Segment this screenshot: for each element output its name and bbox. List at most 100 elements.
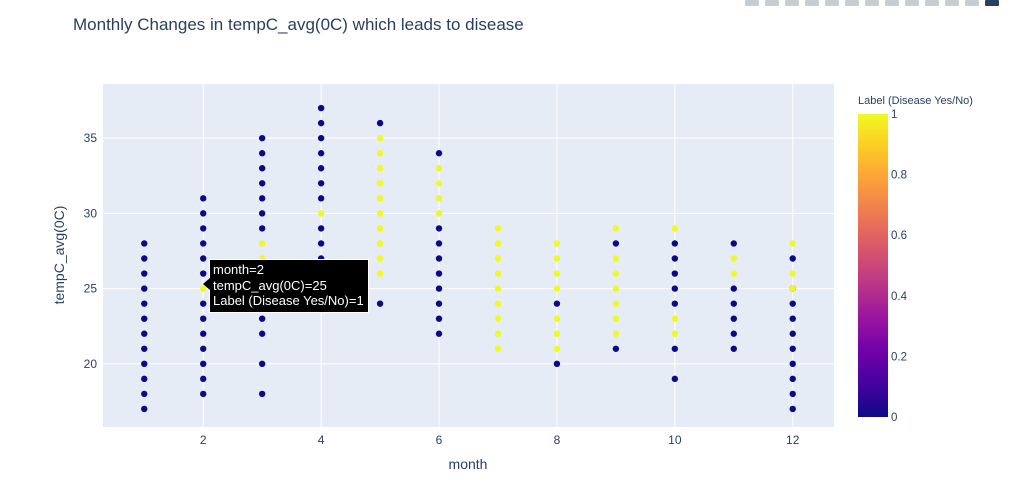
data-point-label-1[interactable]: [376, 210, 384, 217]
data-point-label-0[interactable]: [200, 330, 207, 337]
data-point-label-0[interactable]: [435, 300, 443, 307]
data-point-label-0[interactable]: [200, 195, 207, 202]
data-point-label-1[interactable]: [494, 225, 502, 232]
data-point-label-0[interactable]: [789, 345, 796, 352]
data-point-label-0[interactable]: [435, 240, 443, 247]
data-point-label-0[interactable]: [258, 150, 266, 157]
data-point-label-0[interactable]: [317, 225, 325, 232]
data-point-label-1[interactable]: [671, 330, 679, 337]
data-point-label-0[interactable]: [258, 180, 266, 187]
data-point-label-1[interactable]: [376, 240, 384, 247]
data-point-label-1[interactable]: [612, 270, 620, 277]
data-point-label-0[interactable]: [317, 134, 325, 142]
data-point-label-0[interactable]: [258, 210, 266, 217]
data-point-label-1[interactable]: [435, 210, 443, 217]
data-point-label-1[interactable]: [376, 255, 384, 262]
data-point-label-1[interactable]: [612, 285, 620, 292]
zoom-out-icon[interactable]: [865, 0, 879, 6]
data-point-label-1[interactable]: [376, 150, 384, 157]
select-icon[interactable]: [805, 0, 819, 6]
data-point-label-0[interactable]: [141, 390, 148, 398]
data-point-label-1[interactable]: [376, 134, 384, 142]
data-point-label-0[interactable]: [141, 405, 148, 413]
data-point-label-0[interactable]: [258, 225, 266, 232]
data-point-label-0[interactable]: [200, 255, 207, 262]
data-point-label-0[interactable]: [200, 210, 207, 217]
data-point-label-1[interactable]: [376, 270, 384, 277]
data-point-label-0[interactable]: [789, 300, 796, 307]
data-point-label-1[interactable]: [612, 315, 620, 322]
data-point-label-0[interactable]: [671, 255, 679, 262]
data-point-label-0[interactable]: [553, 360, 561, 368]
data-point-label-1[interactable]: [553, 330, 561, 337]
data-point-label-1[interactable]: [612, 225, 620, 232]
data-point-label-0[interactable]: [730, 330, 737, 337]
data-point-label-0[interactable]: [435, 150, 443, 157]
data-point-label-1[interactable]: [494, 330, 502, 337]
data-point-label-0[interactable]: [435, 270, 443, 277]
data-point-label-1[interactable]: [553, 315, 561, 322]
data-point-label-1[interactable]: [789, 285, 796, 292]
data-point-label-0[interactable]: [200, 390, 207, 398]
data-point-label-0[interactable]: [671, 285, 679, 292]
data-point-label-0[interactable]: [671, 300, 679, 307]
data-point-label-0[interactable]: [258, 390, 266, 398]
data-point-label-1[interactable]: [494, 315, 502, 322]
data-point-label-0[interactable]: [435, 315, 443, 322]
data-point-label-0[interactable]: [141, 330, 148, 337]
spike-icon[interactable]: [925, 0, 939, 6]
data-point-label-1[interactable]: [376, 225, 384, 232]
data-point-label-0[interactable]: [789, 330, 796, 337]
pan-icon[interactable]: [785, 0, 799, 6]
data-point-label-0[interactable]: [200, 270, 207, 277]
zoom-in-icon[interactable]: [845, 0, 859, 6]
data-point-label-0[interactable]: [730, 345, 737, 352]
camera-icon[interactable]: [745, 0, 759, 6]
data-point-label-0[interactable]: [553, 300, 561, 307]
data-point-label-0[interactable]: [435, 255, 443, 262]
plotly-logo-icon[interactable]: [985, 0, 999, 6]
data-point-label-0[interactable]: [258, 195, 266, 202]
data-point-label-1[interactable]: [494, 345, 502, 352]
data-point-label-1[interactable]: [789, 270, 796, 277]
data-point-label-1[interactable]: [258, 240, 266, 247]
data-point-label-1[interactable]: [494, 270, 502, 277]
autoscale-icon[interactable]: [885, 0, 899, 6]
data-point-label-0[interactable]: [258, 165, 266, 172]
data-point-label-0[interactable]: [258, 315, 266, 322]
colorbar[interactable]: [858, 114, 888, 417]
data-point-label-0[interactable]: [141, 285, 148, 292]
data-point-label-0[interactable]: [376, 119, 384, 127]
data-point-label-0[interactable]: [141, 255, 148, 262]
data-point-label-0[interactable]: [317, 150, 325, 157]
data-point-label-0[interactable]: [730, 240, 737, 247]
data-point-label-0[interactable]: [317, 104, 325, 112]
hover-closest-icon[interactable]: [945, 0, 959, 6]
data-point-label-0[interactable]: [730, 285, 737, 292]
data-point-label-1[interactable]: [671, 225, 679, 232]
data-point-label-1[interactable]: [435, 165, 443, 172]
data-point-label-1[interactable]: [376, 195, 384, 202]
data-point-label-0[interactable]: [730, 300, 737, 307]
data-point-label-0[interactable]: [141, 300, 148, 307]
data-point-label-1[interactable]: [494, 300, 502, 307]
data-point-label-0[interactable]: [435, 330, 443, 337]
data-point-label-0[interactable]: [141, 375, 148, 383]
data-point-label-1[interactable]: [317, 210, 325, 217]
data-point-label-1[interactable]: [553, 270, 561, 277]
data-point-label-0[interactable]: [789, 375, 796, 383]
data-point-label-1[interactable]: [612, 330, 620, 337]
data-point-label-0[interactable]: [141, 360, 148, 368]
data-point-label-0[interactable]: [671, 240, 679, 247]
data-point-label-0[interactable]: [789, 315, 796, 322]
data-point-label-1[interactable]: [553, 255, 561, 262]
data-point-label-0[interactable]: [671, 345, 679, 352]
plot-area[interactable]: [103, 84, 834, 427]
data-point-label-0[interactable]: [671, 270, 679, 277]
data-point-label-0[interactable]: [317, 180, 325, 187]
data-point-label-1[interactable]: [553, 240, 561, 247]
data-point-label-1[interactable]: [494, 255, 502, 262]
data-point-label-0[interactable]: [141, 270, 148, 277]
data-point-label-1[interactable]: [730, 255, 737, 262]
data-point-label-0[interactable]: [612, 240, 620, 247]
